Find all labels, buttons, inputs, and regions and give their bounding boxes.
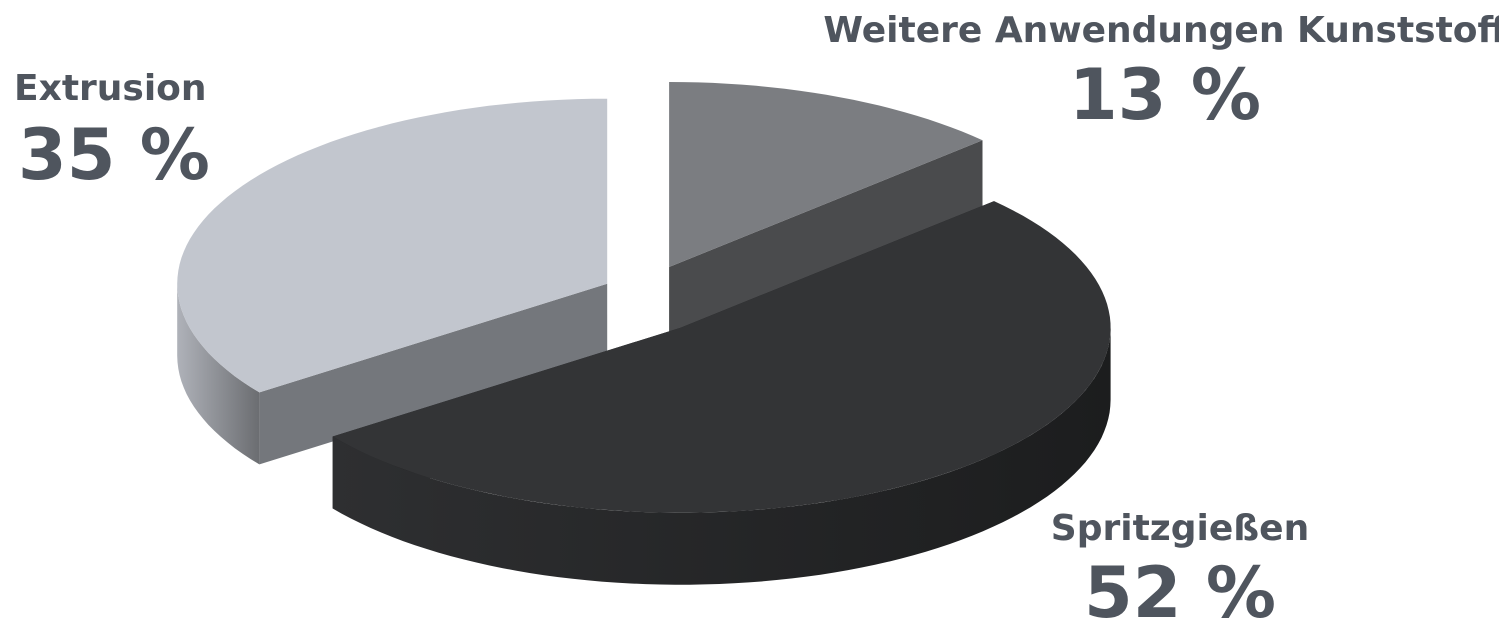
slice-value-label: 52 % <box>1084 552 1276 627</box>
slice-top <box>177 98 608 393</box>
slice-radial-side <box>259 283 608 465</box>
slice-top <box>669 82 983 267</box>
slice-value-label: 35 % <box>18 114 210 196</box>
slice-outer-side <box>177 283 260 465</box>
slice-name: Extrusion <box>14 68 207 109</box>
slice-name: Spritzgießen <box>1051 508 1309 549</box>
pie <box>177 82 1111 585</box>
slice <box>332 201 1111 585</box>
slice <box>669 82 983 339</box>
slice <box>177 98 608 465</box>
slice-name: Weitere Anwendungen Kunststoff <box>823 10 1499 51</box>
slice-top <box>332 201 1111 513</box>
slice-outer-side <box>332 327 1111 585</box>
slice-value-label: 13 % <box>1069 54 1261 136</box>
slice-radial-side <box>669 140 983 339</box>
